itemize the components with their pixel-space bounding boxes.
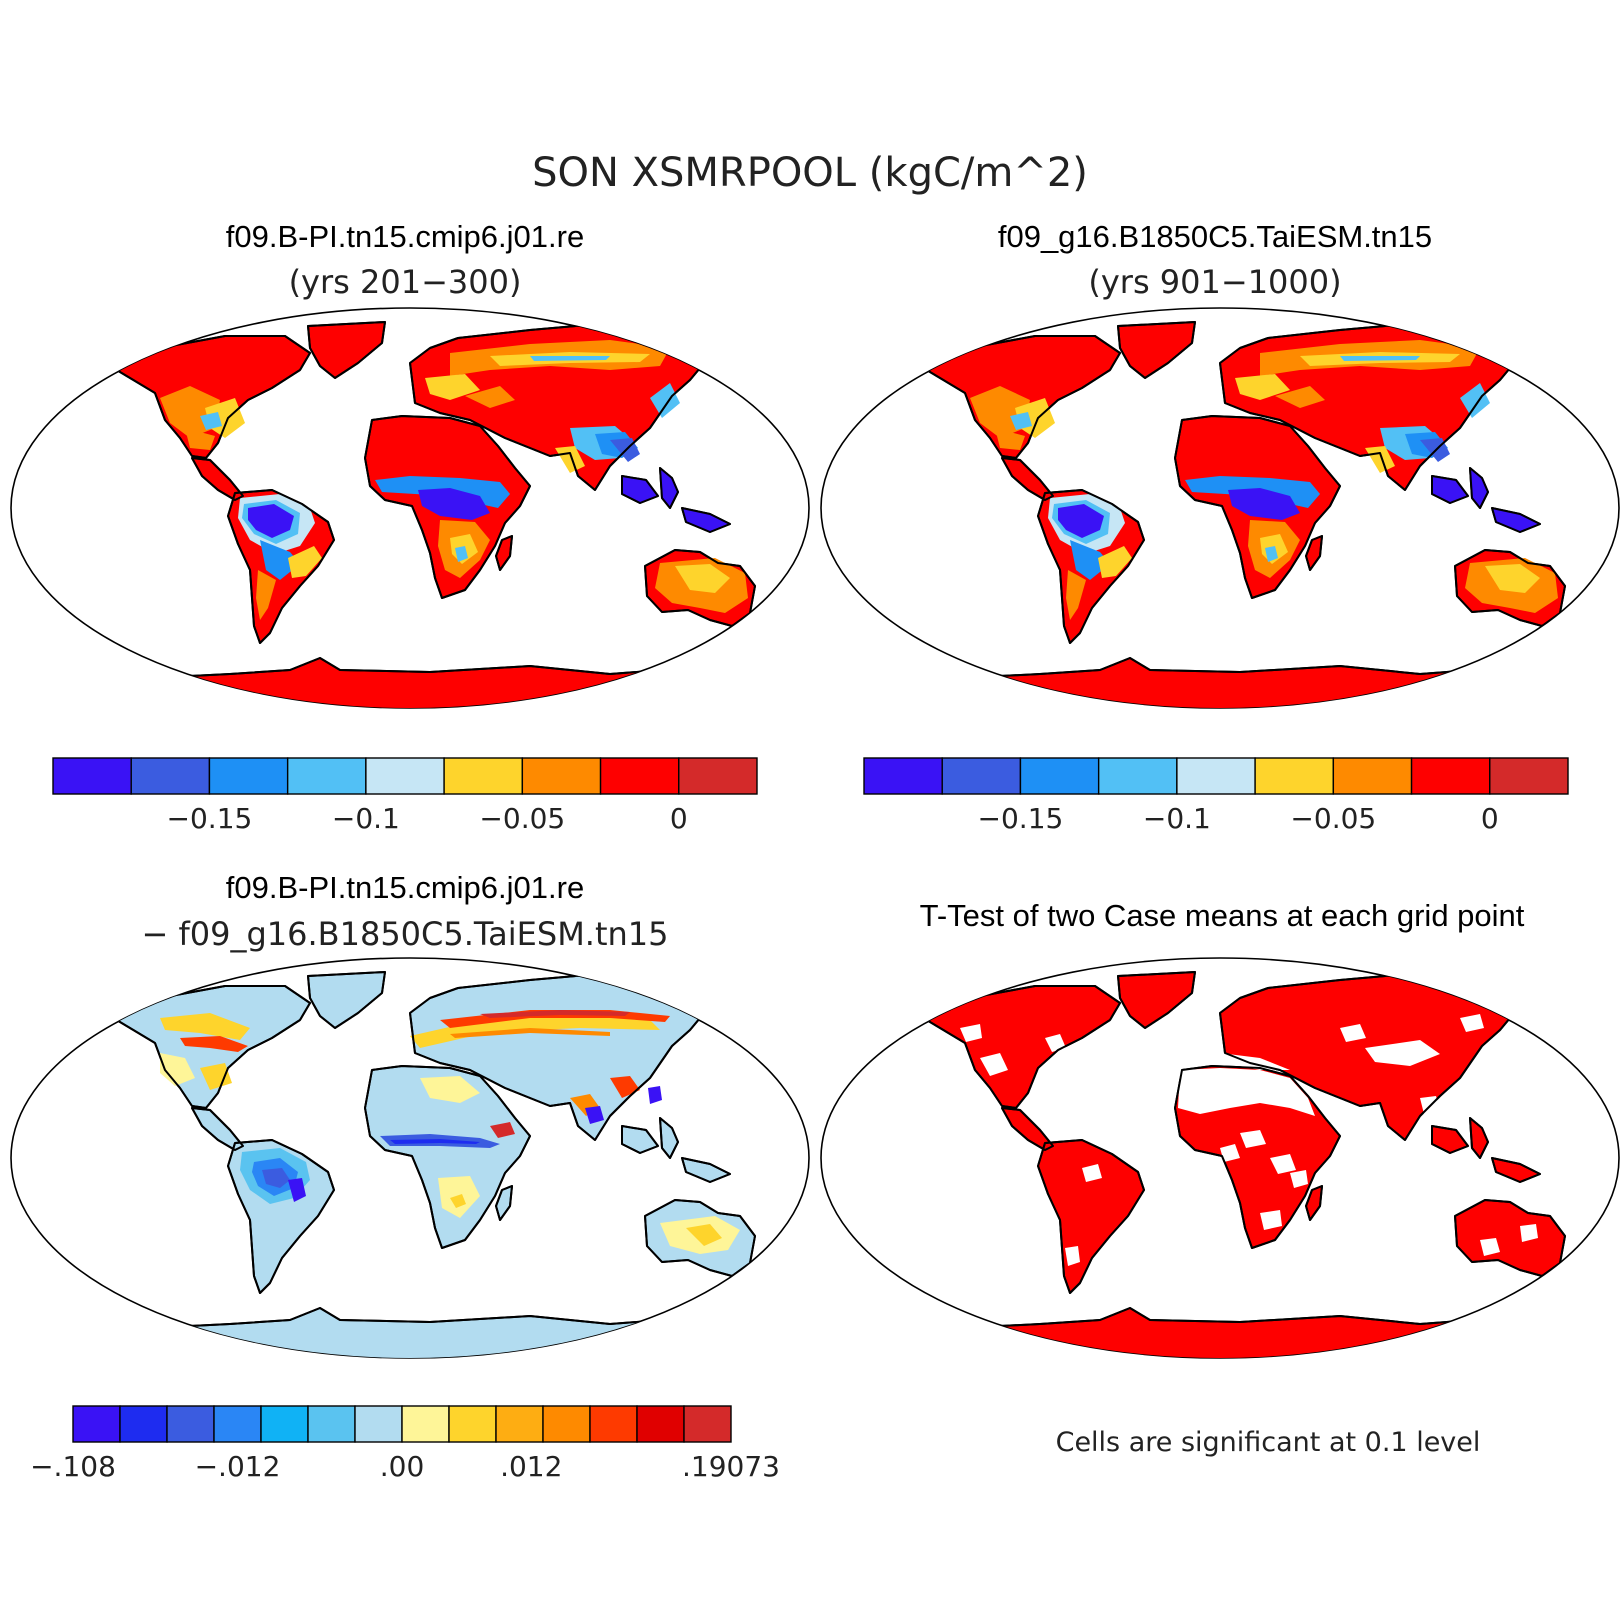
- colorbar-swatch: [495, 1405, 544, 1443]
- figure-title: SON XSMRPOOL (kgC/m^2): [532, 150, 1088, 196]
- colorbar-tick-label: .012: [500, 1450, 562, 1483]
- colorbar-swatch: [542, 1405, 591, 1443]
- colorbar-tick-label: −.108: [30, 1450, 116, 1483]
- colorbar-swatch: [260, 1405, 309, 1443]
- colorbar-tick-label: −.012: [195, 1450, 281, 1483]
- colorbar-swatch: [1489, 757, 1569, 795]
- colorbar-diff: −.108 −.012 .00 .012 .19073: [30, 1405, 780, 1483]
- colorbar-swatch: [119, 1405, 168, 1443]
- colorbar-swatch: [52, 757, 132, 795]
- colorbar-swatch: [443, 757, 524, 795]
- colorbar-case1: −0.15 −0.1 −0.05 0: [52, 757, 758, 835]
- diff-map: [10, 957, 810, 1359]
- case1-title: f09.B-PI.tn15.cmip6.j01.re: [226, 219, 584, 254]
- colorbar-tick-label: −0.05: [1290, 802, 1376, 835]
- case2-map: [820, 307, 1620, 709]
- colorbar-tick-label: 0: [1481, 802, 1499, 835]
- colorbar-swatch: [72, 1405, 121, 1443]
- colorbar-swatch: [1410, 757, 1491, 795]
- case1-years: (yrs 201−300): [289, 263, 522, 301]
- colorbar-swatch: [401, 1405, 450, 1443]
- colorbar-swatch: [1332, 757, 1413, 795]
- colorbar-tick-label: −0.1: [332, 802, 400, 835]
- colorbar-swatch: [354, 1405, 403, 1443]
- colorbar-tick-label: .00: [380, 1450, 425, 1483]
- colorbar-tick-label: .19073: [682, 1450, 780, 1483]
- colorbar-swatch: [307, 1405, 356, 1443]
- colorbar-swatch: [213, 1405, 262, 1443]
- diff-title-line1: f09.B-PI.tn15.cmip6.j01.re: [226, 870, 584, 905]
- diff-title-line2: − f09_g16.B1850C5.TaiESM.tn15: [141, 915, 668, 953]
- colorbar-swatch: [166, 1405, 215, 1443]
- colorbar-swatch: [1019, 757, 1100, 795]
- colorbar-swatch: [941, 757, 1022, 795]
- colorbar-swatch: [365, 757, 445, 795]
- colorbar-swatch: [589, 1405, 638, 1443]
- ttest-title: T-Test of two Case means at each grid po…: [920, 898, 1525, 933]
- colorbar-swatch: [636, 1405, 685, 1443]
- colorbar-swatch: [521, 757, 602, 795]
- case2-title: f09_g16.B1850C5.TaiESM.tn15: [998, 219, 1432, 254]
- colorbar-tick-label: 0: [670, 802, 688, 835]
- colorbar-swatch: [1097, 757, 1178, 795]
- colorbar-swatch: [448, 1405, 497, 1443]
- colorbar-swatch: [678, 757, 758, 795]
- case1-map: [10, 307, 810, 709]
- colorbar-swatch: [208, 757, 289, 795]
- colorbar-case2: −0.15 −0.1 −0.05 0: [863, 757, 1569, 835]
- colorbar-swatch: [286, 757, 367, 795]
- colorbar-tick-label: −0.1: [1143, 802, 1211, 835]
- colorbar-tick-label: −0.15: [167, 802, 253, 835]
- ttest-map: [820, 957, 1620, 1359]
- case2-years: (yrs 901−1000): [1088, 263, 1341, 301]
- colorbar-swatch: [130, 757, 211, 795]
- colorbar-swatch: [683, 1405, 732, 1443]
- colorbar-tick-label: −0.15: [978, 802, 1064, 835]
- colorbar-swatch: [863, 757, 943, 795]
- colorbar-swatch: [1254, 757, 1335, 795]
- significance-note: Cells are significant at 0.1 level: [1056, 1427, 1481, 1458]
- colorbar-swatch: [1176, 757, 1256, 795]
- colorbar-tick-label: −0.05: [479, 802, 565, 835]
- colorbar-swatch: [599, 757, 680, 795]
